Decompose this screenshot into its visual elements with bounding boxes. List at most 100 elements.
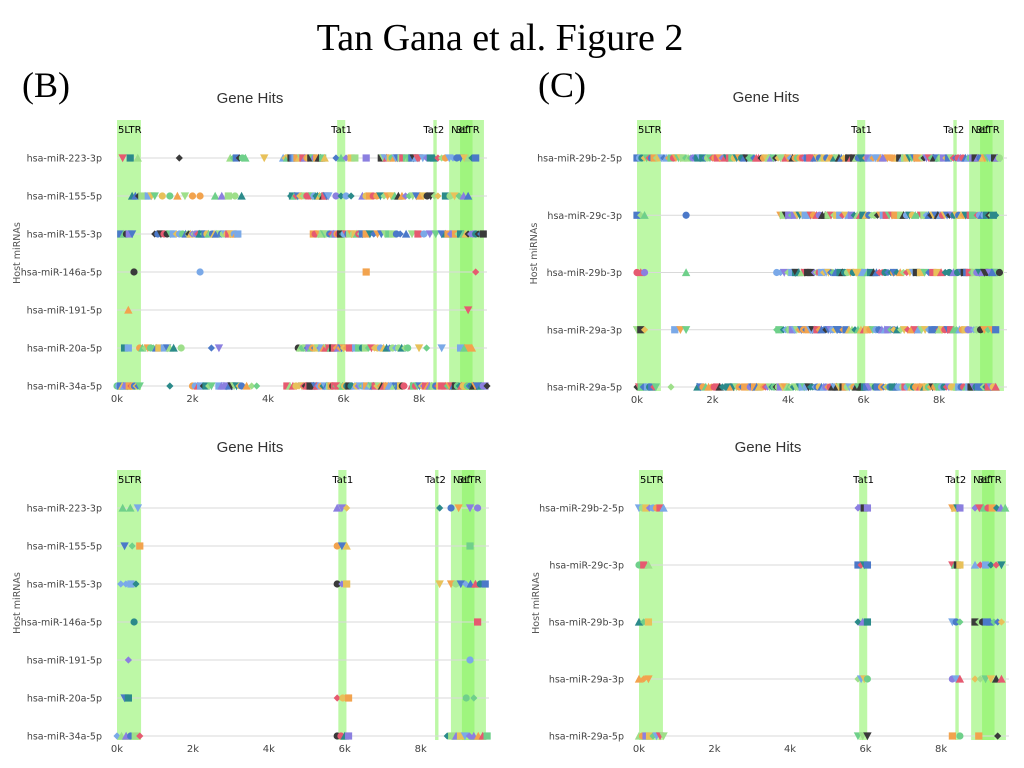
- data-point: [671, 326, 679, 334]
- x-tick-label: 4k: [784, 744, 796, 755]
- region-tat2: [433, 120, 437, 390]
- data-point: [806, 154, 814, 162]
- data-point: [637, 326, 645, 334]
- data-point: [713, 154, 721, 162]
- data-point: [342, 154, 350, 162]
- data-point: [990, 268, 999, 277]
- category-label: hsa-miR-20a-5p: [27, 344, 102, 355]
- data-point: [644, 618, 653, 626]
- data-point: [344, 732, 353, 740]
- region-label: Tat1: [331, 475, 353, 486]
- data-point: [920, 268, 929, 277]
- category-label: hsa-miR-29c-3p: [549, 561, 624, 572]
- data-point: [644, 560, 653, 569]
- data-point: [984, 326, 992, 334]
- x-tick-label: 2k: [187, 744, 199, 755]
- data-point: [336, 153, 346, 162]
- data-point: [981, 675, 990, 684]
- category-label: hsa-miR-29a-5p: [547, 383, 622, 394]
- data-point: [842, 326, 850, 334]
- data-point: [344, 694, 353, 702]
- region-label: Tat1: [852, 475, 874, 486]
- data-point: [992, 561, 1000, 569]
- data-point: [864, 154, 872, 162]
- data-point: [944, 154, 952, 162]
- data-point: [975, 504, 984, 513]
- data-point: [253, 382, 261, 390]
- category-label: hsa-miR-29b-3p: [547, 268, 622, 279]
- data-point: [990, 154, 999, 162]
- data-point: [437, 344, 446, 353]
- data-point: [150, 192, 159, 201]
- data-point: [169, 343, 178, 352]
- data-point: [127, 230, 137, 239]
- data-point: [124, 305, 133, 314]
- data-point: [437, 230, 446, 239]
- data-point: [396, 230, 404, 238]
- x-tick-label: 4k: [782, 395, 794, 406]
- region-label: 3LTR: [978, 475, 1002, 486]
- region-label: Nef: [973, 475, 991, 486]
- data-point: [426, 154, 434, 162]
- data-point: [237, 382, 246, 390]
- data-point: [224, 192, 232, 200]
- category-label: hsa-miR-223-3p: [27, 504, 102, 515]
- region-5ltr: [117, 120, 141, 390]
- data-point: [415, 191, 425, 200]
- data-point: [997, 561, 1006, 570]
- data-point: [242, 381, 251, 390]
- data-point: [339, 694, 347, 702]
- data-point: [640, 326, 649, 334]
- x-tick-label: 0k: [633, 744, 645, 755]
- data-point: [861, 268, 869, 277]
- data-point: [370, 230, 378, 238]
- data-point: [241, 153, 250, 162]
- data-point: [682, 211, 690, 219]
- data-point: [196, 268, 204, 276]
- data-point: [897, 211, 905, 219]
- data-point: [131, 732, 139, 740]
- data-point: [177, 344, 185, 352]
- panel-label-b: (B): [22, 65, 70, 105]
- x-tick-label: 8k: [413, 394, 425, 405]
- chart-title: Gene Hits: [217, 90, 284, 107]
- data-point: [472, 154, 480, 162]
- data-point: [997, 674, 1006, 683]
- x-tick-label: 8k: [933, 395, 945, 406]
- data-point: [126, 154, 134, 162]
- data-point: [362, 268, 370, 276]
- data-point: [460, 343, 469, 352]
- row-points: [130, 618, 482, 626]
- data-point: [784, 268, 792, 277]
- data-point: [343, 580, 351, 588]
- data-point: [124, 694, 132, 702]
- data-point: [942, 383, 951, 391]
- data-point: [995, 154, 1004, 162]
- data-point: [790, 211, 798, 219]
- x-tick-label: 6k: [339, 744, 351, 755]
- region-3ltr: [982, 470, 1006, 740]
- data-point: [347, 154, 355, 162]
- data-point: [952, 618, 960, 626]
- data-point: [667, 383, 675, 391]
- data-point: [656, 504, 664, 512]
- data-point: [337, 542, 347, 551]
- data-point: [997, 618, 1006, 626]
- row-points: [117, 579, 489, 589]
- data-point: [438, 382, 446, 390]
- region-label: 5LTR: [118, 475, 142, 486]
- data-point: [863, 504, 872, 512]
- data-point: [928, 326, 936, 334]
- data-point: [188, 192, 197, 200]
- data-point: [362, 154, 370, 162]
- data-point: [463, 306, 473, 315]
- data-point: [125, 230, 133, 238]
- row-points: [633, 268, 1004, 277]
- chart-title: Gene Hits: [733, 89, 800, 106]
- region-label: Tat2: [424, 475, 446, 486]
- data-point: [333, 694, 341, 702]
- y-axis-title: Host miRNAs: [529, 223, 540, 285]
- data-point: [896, 154, 904, 162]
- data-point: [855, 268, 863, 277]
- data-point: [441, 192, 450, 200]
